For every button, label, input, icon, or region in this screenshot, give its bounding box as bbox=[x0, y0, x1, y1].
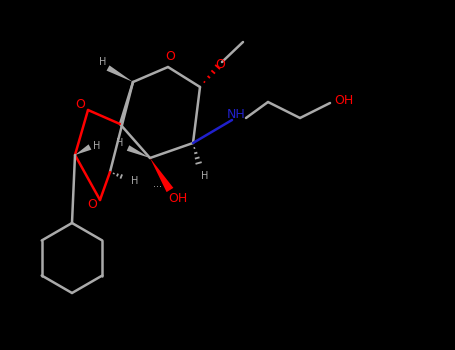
Text: OH: OH bbox=[168, 191, 187, 204]
Text: OH: OH bbox=[334, 93, 354, 106]
Text: O: O bbox=[87, 197, 97, 210]
Polygon shape bbox=[75, 144, 91, 155]
Text: H: H bbox=[131, 176, 139, 186]
Text: ...: ... bbox=[153, 179, 162, 189]
Text: O: O bbox=[165, 50, 175, 63]
Text: H: H bbox=[93, 141, 101, 151]
Text: NH: NH bbox=[227, 108, 245, 121]
Polygon shape bbox=[150, 158, 173, 192]
Polygon shape bbox=[127, 145, 150, 158]
Text: H: H bbox=[201, 171, 209, 181]
Polygon shape bbox=[106, 65, 133, 82]
Text: H: H bbox=[99, 57, 106, 67]
Text: O: O bbox=[215, 57, 225, 70]
Text: H: H bbox=[116, 138, 124, 148]
Text: O: O bbox=[75, 98, 85, 112]
